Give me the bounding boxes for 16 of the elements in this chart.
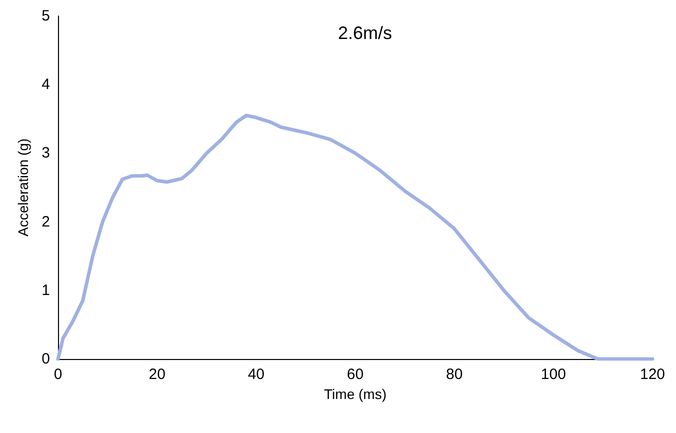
x-tick-label: 0 bbox=[54, 366, 62, 383]
y-tick-label: 0 bbox=[42, 350, 50, 368]
y-tick-label: 5 bbox=[42, 8, 50, 24]
annotation: 2.6m/s bbox=[338, 23, 392, 43]
x-tick-label: 120 bbox=[640, 366, 665, 383]
x-tick-label: 20 bbox=[148, 366, 166, 383]
x-tick-label: 40 bbox=[248, 366, 265, 383]
y-tick-label: 2 bbox=[42, 213, 50, 230]
x-axis-title: Time (ms) bbox=[324, 386, 386, 402]
y-tick-label: 4 bbox=[42, 76, 50, 94]
y-tick-label: 1 bbox=[42, 282, 50, 299]
y-axis-title: Acceleration (g) bbox=[15, 138, 31, 237]
x-tick-label: 80 bbox=[446, 366, 463, 383]
y-tick-label: 3 bbox=[42, 144, 50, 162]
x-tick-label: 100 bbox=[540, 366, 566, 383]
x-tick-label: 60 bbox=[346, 366, 364, 383]
